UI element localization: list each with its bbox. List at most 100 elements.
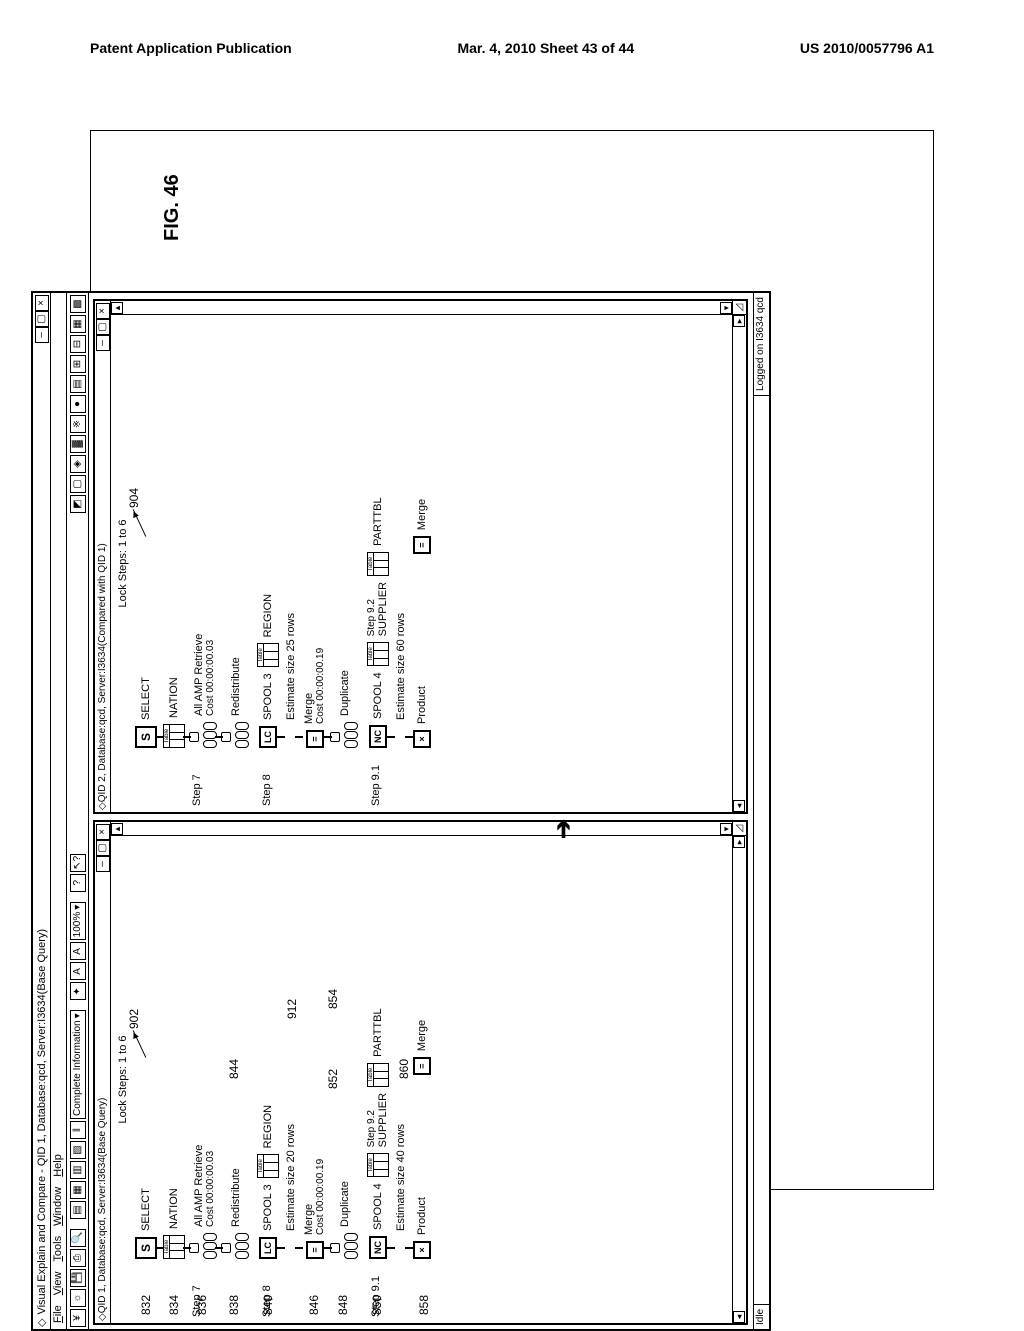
hscroll[interactable]: ◂ ▸ — [732, 836, 746, 1323]
child-min-button[interactable]: – — [96, 335, 110, 351]
supplier-label: SUPPLIER — [377, 1093, 389, 1147]
merge2-node-r[interactable]: = — [413, 536, 431, 554]
scroll-down-icon[interactable]: ▾ — [720, 823, 732, 835]
resize-grip-icon[interactable]: ◿ — [732, 301, 746, 315]
amp-retrieve-icon[interactable] — [191, 1233, 217, 1259]
scroll-left-icon[interactable]: ◂ — [733, 1311, 745, 1323]
scroll-down-icon[interactable]: ▾ — [720, 302, 732, 314]
ref-838: 838 — [227, 1295, 241, 1315]
nc-node[interactable]: NC — [369, 1236, 387, 1259]
nation-table-icon[interactable]: Table — [163, 1235, 185, 1259]
redistribute-icon-r[interactable] — [223, 722, 249, 748]
scroll-left-icon[interactable]: ◂ — [733, 800, 745, 812]
tb-tree-icon[interactable]: ¥ — [70, 1309, 86, 1327]
tb-r5-icon[interactable]: ※ — [70, 415, 86, 433]
tb-info-combo[interactable]: Complete Information▾ — [70, 1010, 86, 1119]
child-close-button[interactable]: × — [96, 303, 110, 319]
tb-r3-icon[interactable]: ◈ — [70, 455, 86, 473]
merge2-node[interactable]: = — [413, 1057, 431, 1075]
tb-r9-icon[interactable]: ⊟ — [70, 335, 86, 353]
scroll-up-icon[interactable]: ▴ — [111, 302, 123, 314]
scroll-right-icon[interactable]: ▸ — [733, 836, 745, 848]
header-center: Mar. 4, 2010 Sheet 43 of 44 — [457, 40, 634, 56]
tb-db3-icon[interactable]: ▥ — [70, 1161, 86, 1179]
tb-db1-icon[interactable]: ▤ — [70, 1201, 86, 1219]
menu-file[interactable]: File — [52, 1305, 65, 1323]
ref-850: 850 — [370, 1295, 384, 1315]
maximize-button[interactable]: ▢ — [35, 311, 49, 327]
close-button[interactable]: × — [35, 295, 49, 311]
vscroll[interactable]: ▴ ▾ — [111, 822, 732, 836]
tb-r1-icon[interactable]: ◩ — [70, 495, 86, 513]
tb-r4-icon[interactable]: ▓ — [70, 435, 86, 453]
ref-832: 832 — [139, 1295, 153, 1315]
tb-print-icon[interactable]: ⎙ — [70, 1249, 86, 1267]
menu-tools[interactable]: Tools — [52, 1236, 65, 1262]
merge1-node[interactable]: = — [306, 1241, 324, 1259]
redistribute-icon[interactable] — [223, 1233, 249, 1259]
tb-r7-icon[interactable]: ▤ — [70, 375, 86, 393]
region-table-icon-r[interactable]: Table — [257, 643, 279, 667]
tb-r10-icon[interactable]: ▦ — [70, 315, 86, 333]
parttbl-table-icon[interactable]: Table — [367, 1063, 389, 1087]
mdi-area: ◇ QID 1, Database:qcd, Server:I3634(Base… — [89, 293, 753, 1329]
tb-open-icon[interactable]: ☼ — [70, 1289, 86, 1307]
header-left: Patent Application Publication — [90, 40, 292, 56]
tb-r2-icon[interactable]: ▢ — [70, 475, 86, 493]
resize-grip-icon[interactable]: ◿ — [732, 822, 746, 836]
tb-find-icon[interactable]: 🔍 — [70, 1229, 86, 1247]
menu-view[interactable]: View — [52, 1272, 65, 1296]
region-label: REGION — [262, 1105, 274, 1148]
scroll-right-icon[interactable]: ▸ — [733, 315, 745, 327]
step92-label: Step 9.2 — [366, 1093, 377, 1147]
tb-a2-icon[interactable]: A — [70, 942, 86, 960]
ref-840: 840 — [261, 1295, 275, 1315]
tb-save-icon[interactable]: 💾 — [70, 1269, 86, 1287]
tb-r6-icon[interactable]: ● — [70, 395, 86, 413]
supplier-table-icon[interactable]: Table — [367, 1153, 389, 1177]
menu-window[interactable]: Window — [52, 1187, 65, 1226]
figure-label: FIG. 46 — [161, 174, 184, 241]
supplier-table-icon-r[interactable]: Table — [367, 642, 389, 666]
redistribute-label: Redistribute — [230, 1168, 242, 1227]
product-node-r[interactable]: × — [413, 730, 431, 748]
tb-db2-icon[interactable]: ▦ — [70, 1181, 86, 1199]
tb-zoom-combo[interactable]: 100%▾ — [70, 902, 86, 941]
duplicate-icon-r[interactable] — [332, 722, 358, 748]
amp-retrieve-icon-r[interactable] — [191, 722, 217, 748]
region-table-icon[interactable]: Table — [257, 1154, 279, 1178]
child-max-button[interactable]: ▢ — [96, 840, 110, 856]
tb-r8-icon[interactable]: ⊞ — [70, 355, 86, 373]
product-node[interactable]: × — [413, 1241, 431, 1259]
nation-table-icon-r[interactable]: Table — [163, 724, 185, 748]
product-label: Product — [416, 1197, 428, 1235]
child-close-button[interactable]: × — [96, 824, 110, 840]
header-right: US 2010/0057796 A1 — [800, 40, 934, 56]
child-max-button[interactable]: ▢ — [96, 319, 110, 335]
lc-node[interactable]: LC — [259, 1237, 277, 1259]
scroll-up-icon[interactable]: ▴ — [111, 823, 123, 835]
ref-846: 846 — [307, 1295, 321, 1315]
minimize-button[interactable]: – — [35, 327, 49, 343]
menu-help[interactable]: Help — [52, 1154, 65, 1177]
tb-r11-icon[interactable]: ▩ — [70, 295, 86, 313]
merge1-node-r[interactable]: = — [306, 730, 324, 748]
tb-bold-icon[interactable]: ✦ — [70, 982, 86, 1000]
select-node[interactable]: S — [135, 1237, 157, 1259]
toolbar: ¥ ☼ 💾 ⎙ 🔍 ▤ ▦ ▥ ▧ ‖ Complete Information… — [67, 293, 89, 1329]
tb-help-icon[interactable]: ? — [70, 874, 86, 892]
ref-854: 854 — [326, 989, 340, 1009]
tb-pause-icon[interactable]: ‖ — [70, 1121, 86, 1139]
duplicate-icon[interactable] — [332, 1233, 358, 1259]
tb-db4-icon[interactable]: ▧ — [70, 1141, 86, 1159]
hscroll-r[interactable]: ◂ ▸ — [732, 315, 746, 812]
vscroll-r[interactable]: ▴ ▾ — [111, 301, 732, 315]
nc-node-r[interactable]: NC — [369, 725, 387, 748]
tb-pointer-icon[interactable]: ↖? — [70, 854, 86, 872]
select-node-r[interactable]: S — [135, 726, 157, 748]
parttbl-table-icon-r[interactable]: Table — [367, 552, 389, 576]
child-min-button[interactable]: – — [96, 856, 110, 872]
tb-a1-icon[interactable]: A — [70, 962, 86, 980]
lc-node-r[interactable]: LC — [259, 726, 277, 748]
merge-cost-label: Cost 00:00:00.19 — [315, 1159, 326, 1235]
